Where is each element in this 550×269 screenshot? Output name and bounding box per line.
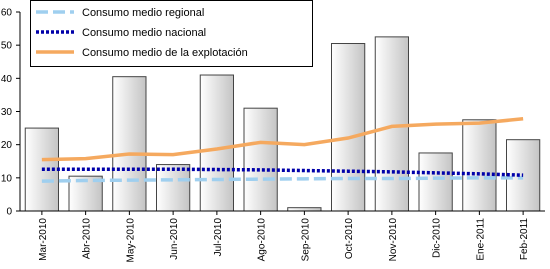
x-tick-label: Sep-2010 (300, 218, 311, 262)
x-tick-label: Oct-2010 (344, 218, 355, 260)
x-tick-label: Ago-2010 (257, 218, 268, 262)
y-tick-label: 30 (1, 107, 13, 118)
x-tick-label: Feb-2011 (519, 218, 530, 261)
legend-label: Consumo medio de la explotación (82, 47, 248, 59)
legend-box (30, 0, 313, 67)
bar (374, 36, 409, 212)
series-line (41, 117, 524, 162)
bar (506, 139, 541, 212)
bar (331, 43, 366, 212)
x-tick-label: Dic-2010 (432, 218, 443, 258)
series-line (41, 176, 524, 183)
legend-label: Consumo medio regional (82, 7, 204, 19)
bar (462, 119, 497, 212)
plot-area: 0 10 20 30 40 50 60 Mar-2010 Abr-2010 May-2010 Jun… (1, 8, 545, 263)
x-tick-label: Ene-2011 (475, 218, 486, 261)
bar (112, 76, 147, 212)
y-tick-label: 10 (1, 173, 13, 184)
x-tick-label: May-2010 (125, 218, 136, 263)
x-tick-label: Jul-2010 (213, 218, 224, 257)
y-tick-label: 0 (6, 207, 12, 218)
y-tick-label: 60 (1, 8, 13, 19)
y-tick-label: 20 (1, 140, 13, 151)
x-tick-label: Mar-2010 (38, 218, 49, 261)
bar (418, 152, 453, 212)
legend-label: Consumo medio nacional (82, 27, 206, 39)
x-tick-label: Nov-2010 (388, 218, 399, 262)
y-tick-label: 40 (1, 74, 13, 85)
bar (199, 74, 234, 212)
series-line (41, 167, 524, 177)
x-tick-label: Jun-2010 (169, 218, 180, 260)
legend: Consumo medio regional Consumo medio naci… (30, 0, 313, 67)
y-tick-label: 50 (1, 41, 13, 52)
bar (156, 164, 191, 212)
bar (243, 107, 278, 212)
x-tick-label: Abr-2010 (82, 218, 93, 260)
